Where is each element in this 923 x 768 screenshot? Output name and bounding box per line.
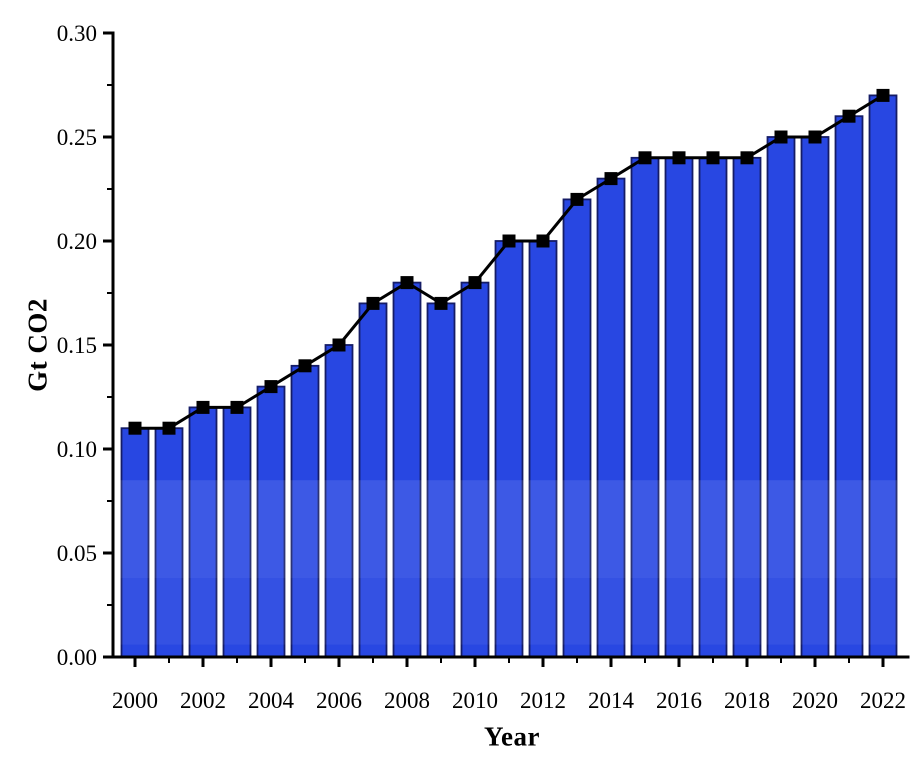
y-tick-label-0.25: 0.25 [57, 125, 97, 150]
x-tick-label-2020: 2020 [792, 688, 838, 713]
x-tick-label-2004: 2004 [248, 688, 295, 713]
bar-2005 [290, 364, 320, 658]
marker-2010 [468, 276, 482, 290]
x-tick-label-2016: 2016 [656, 688, 702, 713]
marker-2011 [502, 234, 516, 248]
marker-2014 [604, 172, 618, 186]
bar-2019 [766, 136, 796, 658]
y-axis-title: Gt CO2 [22, 298, 53, 392]
marker-2002 [196, 400, 210, 414]
marker-2015 [638, 151, 652, 165]
bar-2007 [358, 302, 388, 658]
bar-2009 [426, 302, 456, 658]
x-tick-label-2014: 2014 [588, 688, 635, 713]
marker-2008 [400, 276, 414, 290]
marker-2020 [808, 130, 822, 144]
marker-2016 [672, 151, 686, 165]
marker-2012 [536, 234, 550, 248]
y-tick-label-0.30: 0.30 [57, 21, 97, 46]
marker-2013 [570, 192, 584, 206]
marker-2000 [128, 421, 142, 435]
y-tick-label-0.10: 0.10 [57, 437, 97, 462]
band-artifact-lower [118, 578, 897, 645]
bar-2017 [698, 156, 728, 658]
marker-2009 [434, 296, 448, 310]
marker-2017 [706, 151, 720, 165]
x-tick-label-2002: 2002 [180, 688, 226, 713]
bar-2018 [732, 156, 762, 658]
x-tick-label-2006: 2006 [316, 688, 362, 713]
marker-2022 [876, 88, 890, 102]
x-tick-label-2022: 2022 [860, 688, 906, 713]
x-tick-label-2008: 2008 [384, 688, 430, 713]
marker-2005 [298, 359, 312, 373]
marker-2007 [366, 296, 380, 310]
x-tick-label-2018: 2018 [724, 688, 770, 713]
marker-2003 [230, 400, 244, 414]
y-tick-label-0.00: 0.00 [57, 645, 97, 670]
x-axis-title: Year [484, 721, 540, 752]
bar-2011 [494, 240, 524, 658]
band-artifact-upper [118, 480, 897, 578]
x-tick-label-2012: 2012 [520, 688, 566, 713]
marker-2021 [842, 109, 856, 123]
marker-2001 [162, 421, 176, 435]
marker-2006 [332, 338, 346, 352]
y-tick-label-0.05: 0.05 [57, 541, 97, 566]
marker-2018 [740, 151, 754, 165]
marker-2019 [774, 130, 788, 144]
x-tick-label-2000: 2000 [112, 688, 158, 713]
bar-2016 [664, 156, 694, 658]
bar-2003 [222, 406, 252, 658]
bar-2000 [120, 427, 150, 658]
bar-2010 [460, 281, 490, 658]
y-tick-label-0.15: 0.15 [57, 333, 97, 358]
bar-2022 [868, 94, 898, 658]
marker-2004 [264, 380, 278, 394]
x-tick-label-2010: 2010 [452, 688, 498, 713]
bar-2015 [630, 156, 660, 658]
y-tick-label-0.20: 0.20 [57, 229, 97, 254]
